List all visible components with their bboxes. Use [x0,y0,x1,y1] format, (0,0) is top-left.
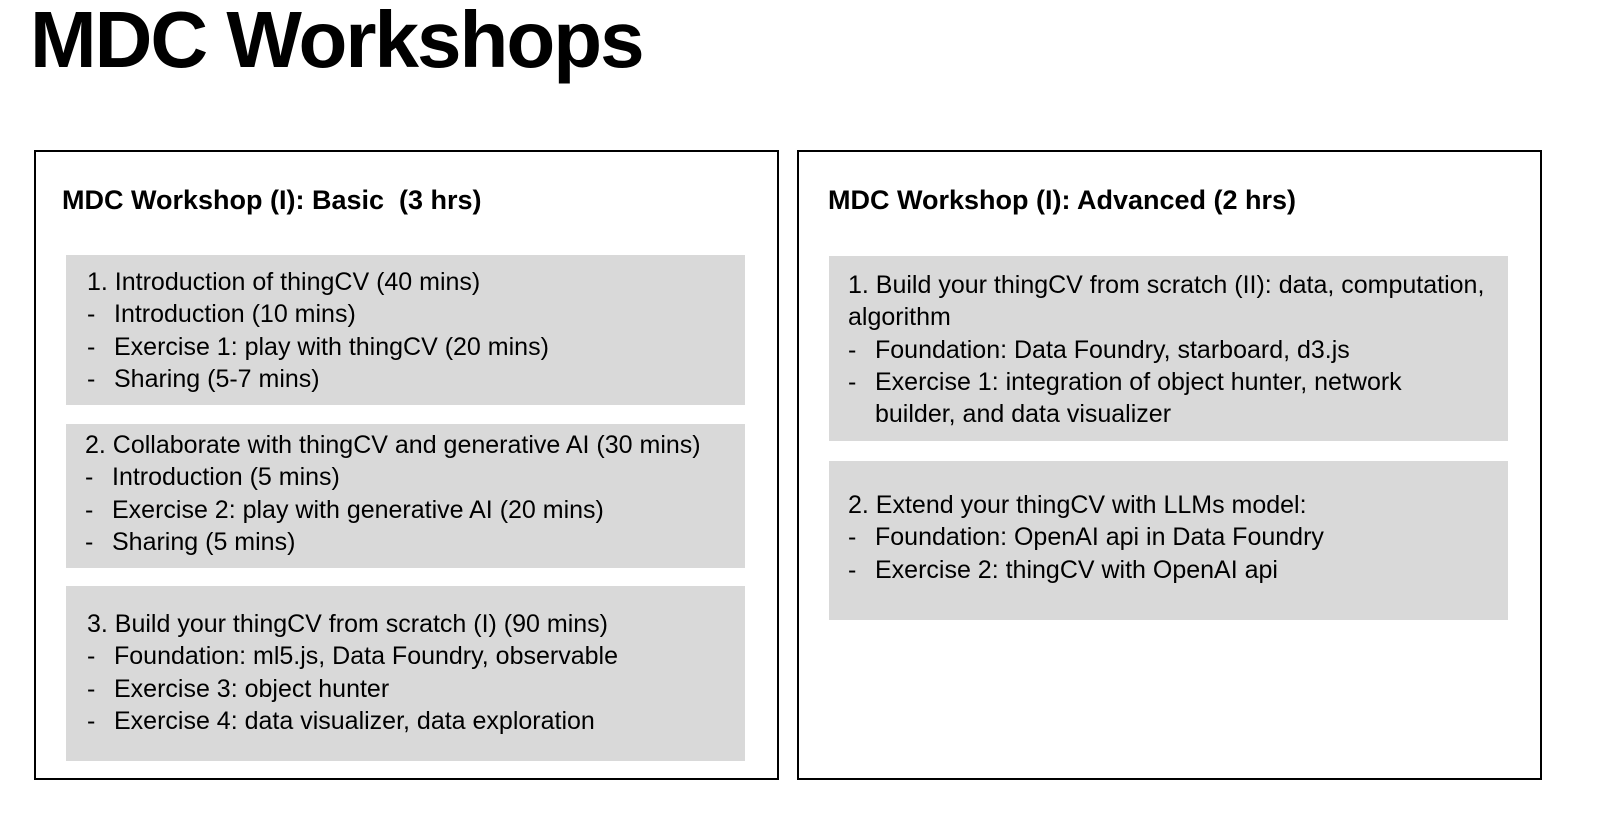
list-item-text: Foundation: OpenAI api in Data Foundry [875,523,1324,552]
list-item-text: Introduction (5 mins) [112,463,340,492]
list-item: - Exercise 1: integration of object hunte… [848,366,1488,431]
list-item: - Sharing (5 mins) [85,526,745,558]
list-item: - Exercise 3: object hunter [87,673,745,705]
sub-item-list: - Introduction (10 mins) - Exercise 1: pla… [87,298,745,395]
sub-item-list: - Foundation: OpenAI api in Data Foundry … [848,521,1508,586]
list-item: - Sharing (5-7 mins) [87,363,745,395]
bullet-dash: - [848,367,857,396]
bullet-dash: - [87,364,96,393]
sub-item-list: - Foundation: ml5.js, Data Foundry, obser… [87,640,745,737]
workshop-title: MDC Workshop (I): Basic (3 hrs) [62,185,482,215]
list-item: - Exercise 4: data visualizer, data explo… [87,705,745,737]
list-item-text: Foundation: ml5.js, Data Foundry, observ… [114,642,618,671]
section-heading: 1. Build your thingCV from scratch (II):… [848,271,1485,332]
workshop-panel-advanced: MDC Workshop (I): Advanced (2 hrs) 1. Bu… [797,150,1542,780]
page-title: MDC Workshops [30,0,645,84]
list-item-text: Exercise 1: integration of object hunter… [875,367,1402,429]
list-item-text: Exercise 2: thingCV with OpenAI api [875,555,1278,584]
bullet-dash: - [87,300,96,329]
workshop-panel-basic: MDC Workshop (I): Basic (3 hrs) 1. Intro… [34,150,779,780]
bullet-dash: - [85,463,94,492]
section-build-scratch: 3. Build your thingCV from scratch (I) (… [66,586,745,761]
list-item-text: Exercise 3: object hunter [114,674,390,703]
bullet-dash: - [85,495,94,524]
list-item: - Exercise 1: play with thingCV (20 mins) [87,331,745,363]
section-collaborate: 2. Collaborate with thingCV and generati… [66,424,745,568]
list-item: - Introduction (10 mins) [87,298,745,330]
list-item: - Foundation: OpenAI api in Data Foundry [848,521,1508,553]
list-item: - Foundation: ml5.js, Data Foundry, obser… [87,640,745,672]
bullet-dash: - [87,332,96,361]
section-heading: 2. Collaborate with thingCV and generati… [85,431,701,459]
section-introduction: 1. Introduction of thingCV (40 mins) - In… [66,255,745,405]
list-item: - Exercise 2: play with generative AI (20… [85,494,745,526]
list-item-text: Sharing (5-7 mins) [114,364,320,393]
list-item: - Foundation: Data Foundry, starboard, d3… [848,334,1488,366]
sub-item-list: - Introduction (5 mins) - Exercise 2: play… [85,461,745,558]
bullet-dash: - [87,642,96,671]
list-item-text: Exercise 2: play with generative AI (20 … [112,495,604,524]
bullet-dash: - [85,527,94,556]
list-item: - Exercise 2: thingCV with OpenAI api [848,554,1508,586]
bullet-dash: - [87,706,96,735]
section-heading: 3. Build your thingCV from scratch (I) (… [87,610,608,638]
sub-item-list: - Foundation: Data Foundry, starboard, d3… [848,334,1488,431]
list-item-text: Introduction (10 mins) [114,300,356,329]
section-extend-llms: 2. Extend your thingCV with LLMs model: … [829,461,1508,620]
bullet-dash: - [848,335,857,364]
workshop-title: MDC Workshop (I): Advanced (2 hrs) [828,185,1297,215]
list-item-text: Exercise 4: data visualizer, data explor… [114,706,595,735]
list-item: - Introduction (5 mins) [85,461,745,493]
bullet-dash: - [87,674,96,703]
section-heading: 2. Extend your thingCV with LLMs model: [848,491,1307,519]
list-item-text: Sharing (5 mins) [112,527,296,556]
list-item-text: Exercise 1: play with thingCV (20 mins) [114,332,549,361]
section-heading: 1. Introduction of thingCV (40 mins) [87,268,481,296]
bullet-dash: - [848,523,857,552]
bullet-dash: - [848,555,857,584]
section-build-scratch-ii: 1. Build your thingCV from scratch (II):… [829,256,1508,441]
list-item-text: Foundation: Data Foundry, starboard, d3.… [875,335,1350,364]
